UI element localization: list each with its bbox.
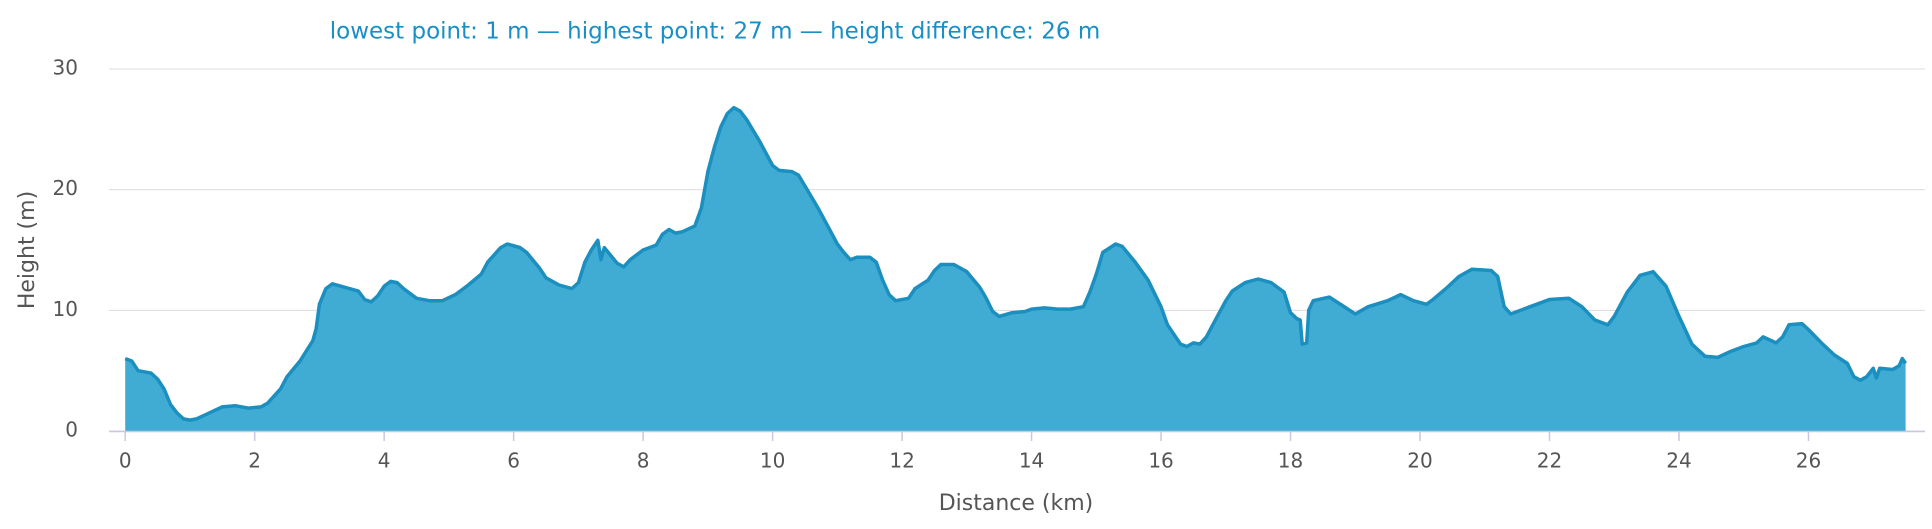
x-tick-label: 14: [1019, 449, 1044, 473]
x-tick-label: 6: [507, 449, 520, 473]
area: [125, 107, 1906, 431]
y-tick-label: 20: [53, 176, 78, 200]
y-tick-label: 10: [53, 297, 78, 321]
x-tick-label: 24: [1666, 449, 1691, 473]
chart-title: lowest point: 1 m — highest point: 27 m …: [330, 19, 1100, 45]
line: [124, 105, 1908, 422]
x-tick-label: 2: [248, 449, 261, 473]
x-tick-label: 16: [1148, 449, 1173, 473]
x-tick-label: 22: [1537, 449, 1562, 473]
x-tick-label: 10: [760, 449, 785, 473]
x-axis-title: Distance (km): [939, 491, 1094, 516]
x-tick-label: 12: [889, 449, 914, 473]
x-tick-label: 8: [637, 449, 650, 473]
x-tick-label: 26: [1796, 449, 1821, 473]
y-tick-label: 0: [65, 418, 78, 442]
y-tick-label: 30: [53, 56, 78, 80]
x-tick-label: 0: [119, 449, 132, 473]
x-tick-label: 4: [378, 449, 391, 473]
y-axis-title: Height (m): [15, 191, 40, 309]
x-tick-label: 20: [1407, 449, 1432, 473]
x-tick-label: 18: [1278, 449, 1303, 473]
